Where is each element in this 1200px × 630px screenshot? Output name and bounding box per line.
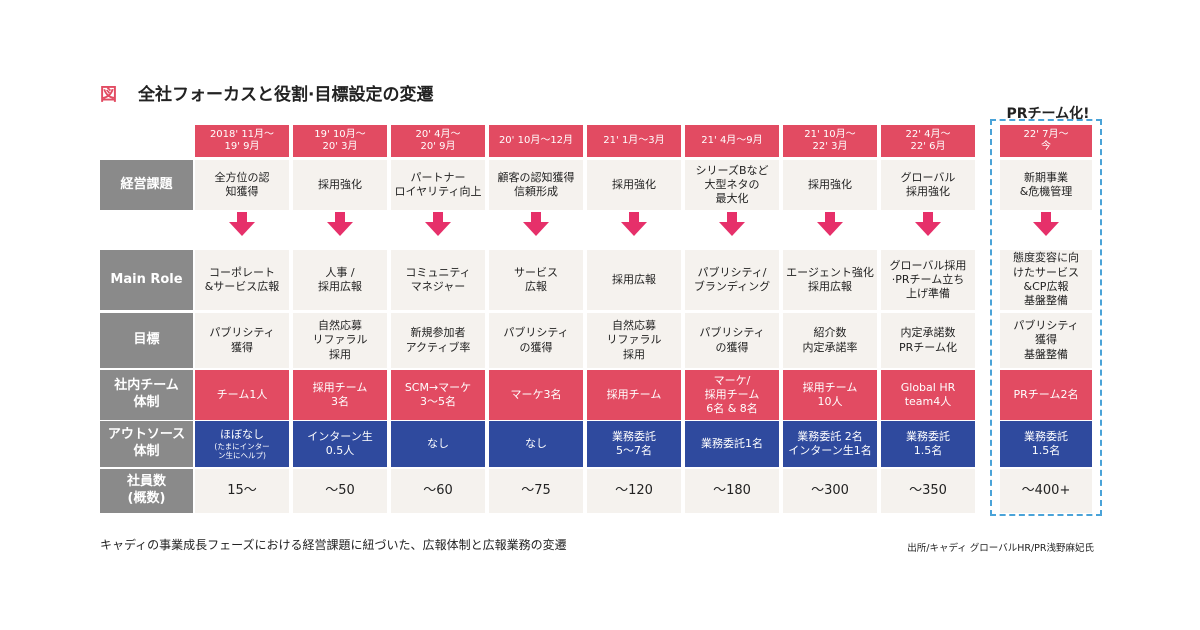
period-header: 21' 4月〜9月 xyxy=(685,125,779,157)
period-header: 20' 10月〜12月 xyxy=(489,125,583,157)
figure-title: 全社フォーカスと役割·目標設定の変遷 xyxy=(138,85,434,105)
headcount-cell: 〜120 xyxy=(587,469,681,513)
goal-cell: 新規参加者 アクティブ率 xyxy=(391,313,485,368)
down-arrow-icon xyxy=(621,212,647,238)
row-label-role: Main Role xyxy=(100,250,193,310)
figure-label: 図 xyxy=(100,85,117,105)
team-cell: 採用チーム 10人 xyxy=(783,370,877,420)
issue-cell: グローバル 採用強化 xyxy=(881,160,975,210)
period-header: 21' 1月〜3月 xyxy=(587,125,681,157)
outsource-text: 業務委託 1.5名 xyxy=(906,429,950,457)
pr-team-label: PRチーム化! xyxy=(1006,106,1090,122)
issue-cell: パートナー ロイヤリティ向上 xyxy=(391,160,485,210)
issue-cell: 全方位の認 知獲得 xyxy=(195,160,289,210)
outsource-text: なし xyxy=(427,436,449,450)
goal-cell: パブリシティ 獲得 基盤整備 xyxy=(1000,313,1092,368)
row-label-outsource: アウトソース 体制 xyxy=(100,421,193,467)
main-role-cell: 人事 / 採用広報 xyxy=(293,250,387,310)
main-role-cell: グローバル採用 ·PRチーム立ち 上げ準備 xyxy=(881,250,975,310)
team-cell: マーケ/ 採用チーム 6名 & 8名 xyxy=(685,370,779,420)
headcount-cell: 〜400+ xyxy=(1000,469,1092,513)
headcount-cell: 〜75 xyxy=(489,469,583,513)
issue-cell: 採用強化 xyxy=(293,160,387,210)
down-arrow-icon xyxy=(1033,212,1059,238)
goal-cell: パブリシティ の獲得 xyxy=(489,313,583,368)
down-arrow-icon xyxy=(425,212,451,238)
outsource-cell: 業務委託 5〜7名 xyxy=(587,421,681,467)
down-arrow-icon xyxy=(719,212,745,238)
down-arrow-icon xyxy=(915,212,941,238)
outsource-note: (たまにインター ン生にヘルプ) xyxy=(214,442,270,461)
row-label-issue: 経営課題 xyxy=(100,160,193,210)
row-label-headcount: 社員数 (概数) xyxy=(100,469,193,513)
outsource-text: 業務委託 2名 インターン生1名 xyxy=(788,429,872,457)
outsource-cell: インターン生 0.5人 xyxy=(293,421,387,467)
team-cell: 採用チーム 3名 xyxy=(293,370,387,420)
period-header: 21' 10月〜 22' 3月 xyxy=(783,125,877,157)
figure-caption: キャディの事業成長フェーズにおける経営課題に紐づいた、広報体制と広報業務の変遷 xyxy=(100,538,567,552)
outsource-cell: 業務委託 1.5名 xyxy=(1000,421,1092,467)
team-cell: 採用チーム xyxy=(587,370,681,420)
goal-cell: 自然応募 リファラル 採用 xyxy=(587,313,681,368)
row-label-goal: 目標 xyxy=(100,313,193,368)
main-role-cell: 態度変容に向 けたサービス &CP広報 基盤整備 xyxy=(1000,250,1092,310)
team-cell: マーケ3名 xyxy=(489,370,583,420)
issue-cell: 新期事業 &危機管理 xyxy=(1000,160,1092,210)
issue-cell: シリーズBなど 大型ネタの 最大化 xyxy=(685,160,779,210)
goal-cell: 紹介数 内定承諾率 xyxy=(783,313,877,368)
period-header: 2018' 11月〜 19' 9月 xyxy=(195,125,289,157)
goal-cell: パブリシティ 獲得 xyxy=(195,313,289,368)
headcount-cell: 15〜 xyxy=(195,469,289,513)
main-role-cell: パブリシティ/ ブランディング xyxy=(685,250,779,310)
headcount-cell: 〜300 xyxy=(783,469,877,513)
outsource-cell: ほぼなし (たまにインター ン生にヘルプ) xyxy=(195,421,289,467)
outsource-text: ほぼなし xyxy=(220,427,264,441)
down-arrow-icon xyxy=(327,212,353,238)
outsource-cell: 業務委託 1.5名 xyxy=(881,421,975,467)
row-label-team: 社内チーム 体制 xyxy=(100,370,193,420)
team-cell: Global HR team4人 xyxy=(881,370,975,420)
team-cell: PRチーム2名 xyxy=(1000,370,1092,420)
figure-source: 出所/キャディ グローバルHR/PR浅野麻妃氏 xyxy=(907,543,1094,554)
main-role-cell: サービス 広報 xyxy=(489,250,583,310)
issue-cell: 採用強化 xyxy=(783,160,877,210)
headcount-cell: 〜180 xyxy=(685,469,779,513)
down-arrow-icon xyxy=(523,212,549,238)
main-role-cell: エージェント強化 採用広報 xyxy=(783,250,877,310)
outsource-cell: 業務委託1名 xyxy=(685,421,779,467)
issue-cell: 採用強化 xyxy=(587,160,681,210)
team-cell: チーム1人 xyxy=(195,370,289,420)
outsource-cell: 業務委託 2名 インターン生1名 xyxy=(783,421,877,467)
outsource-text: なし xyxy=(525,436,547,450)
down-arrow-icon xyxy=(817,212,843,238)
outsource-text: インターン生 0.5人 xyxy=(307,429,373,457)
outsource-text: 業務委託1名 xyxy=(701,436,763,450)
down-arrow-icon xyxy=(229,212,255,238)
period-header: 22' 4月〜 22' 6月 xyxy=(881,125,975,157)
outsource-cell: なし xyxy=(391,421,485,467)
issue-cell: 顧客の認知獲得 信頼形成 xyxy=(489,160,583,210)
outsource-cell: なし xyxy=(489,421,583,467)
main-role-cell: コーポレート &サービス広報 xyxy=(195,250,289,310)
period-header: 22' 7月〜 今 xyxy=(1000,125,1092,157)
main-role-cell: 採用広報 xyxy=(587,250,681,310)
pr-team-highlight-box xyxy=(990,119,1102,516)
headcount-cell: 〜350 xyxy=(881,469,975,513)
main-role-cell: コミュニティ マネジャー xyxy=(391,250,485,310)
headcount-cell: 〜50 xyxy=(293,469,387,513)
period-header: 19' 10月〜 20' 3月 xyxy=(293,125,387,157)
outsource-text: 業務委託 5〜7名 xyxy=(612,429,656,457)
headcount-cell: 〜60 xyxy=(391,469,485,513)
period-header: 20' 4月〜 20' 9月 xyxy=(391,125,485,157)
goal-cell: 内定承諾数 PRチーム化 xyxy=(881,313,975,368)
team-cell: SCM→マーケ 3〜5名 xyxy=(391,370,485,420)
outsource-text: 業務委託 1.5名 xyxy=(1024,429,1068,457)
goal-cell: 自然応募 リファラル 採用 xyxy=(293,313,387,368)
goal-cell: パブリシティ の獲得 xyxy=(685,313,779,368)
